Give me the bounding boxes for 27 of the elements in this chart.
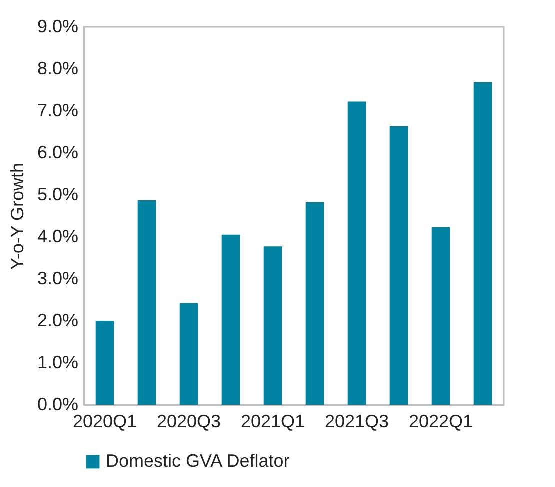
y-tick-label: 2.0%: [37, 310, 78, 330]
y-tick-label: 5.0%: [37, 184, 78, 204]
x-tick-label: 2022Q1: [408, 412, 474, 432]
legend-label: Domestic GVA Deflator: [106, 451, 290, 471]
bar: [138, 200, 156, 405]
bar: [306, 202, 324, 405]
y-tick-label: 6.0%: [37, 142, 78, 162]
y-tick-label: 0.0%: [37, 394, 78, 414]
y-axis-title: Y-o-Y Growth: [7, 162, 28, 270]
y-tick-label: 3.0%: [37, 268, 78, 288]
bar: [474, 82, 492, 405]
y-tick-label: 7.0%: [37, 100, 78, 120]
y-tick-label: 4.0%: [37, 226, 78, 246]
x-tick-label: 2020Q1: [72, 412, 138, 432]
bar: [96, 321, 114, 405]
bar: [390, 126, 408, 405]
bar: [432, 227, 450, 405]
x-tick-label: 2021Q3: [324, 412, 390, 432]
x-tick-label: 2021Q1: [240, 412, 306, 432]
y-tick-label: 1.0%: [37, 352, 78, 372]
bar: [180, 303, 198, 405]
y-tick-label: 9.0%: [37, 16, 78, 36]
bar: [222, 234, 240, 405]
x-tick-label: 2020Q3: [156, 412, 222, 432]
bar: [348, 102, 366, 405]
bar: [264, 246, 282, 405]
y-tick-label: 8.0%: [37, 58, 78, 78]
